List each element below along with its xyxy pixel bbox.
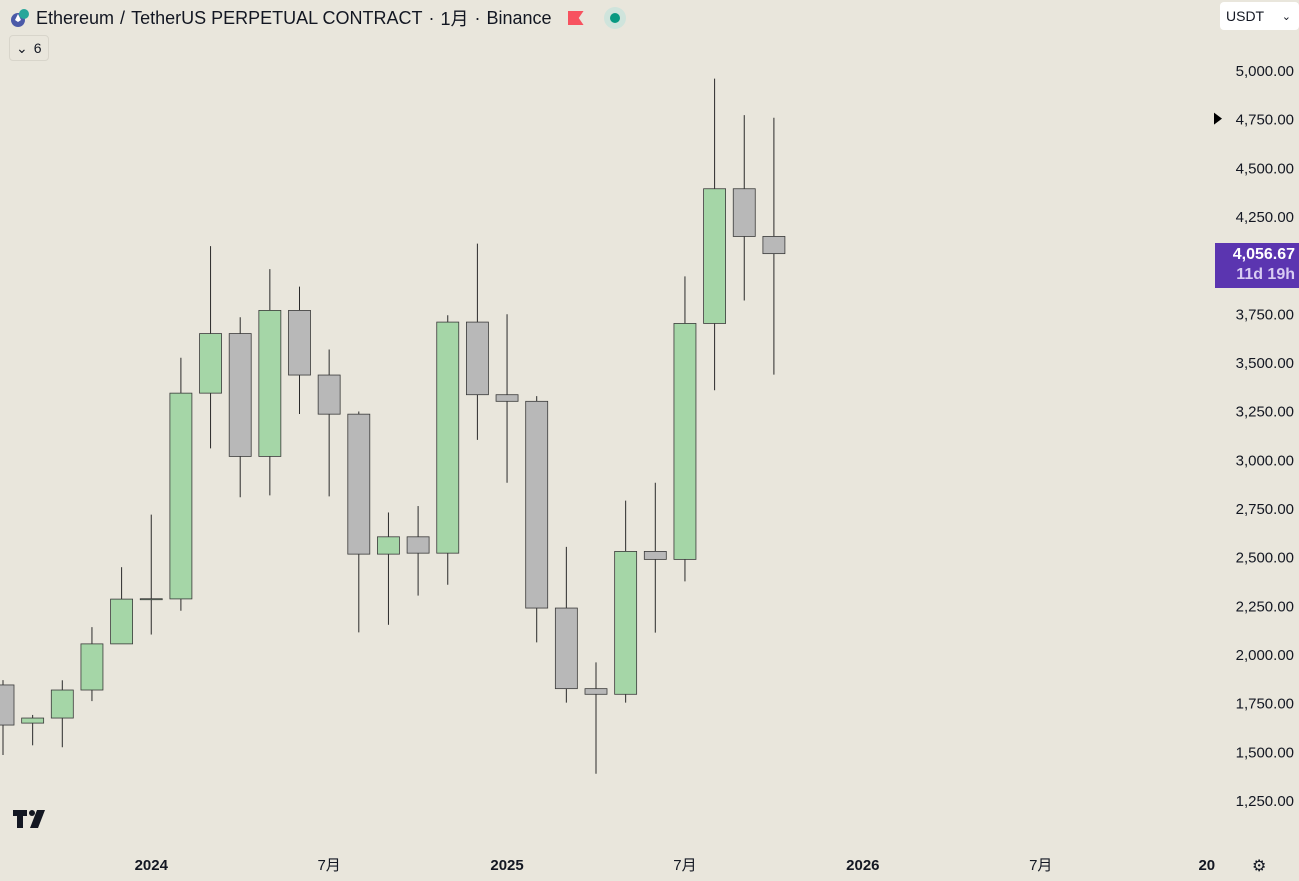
candle-body	[436, 321, 460, 554]
x-tick-label: 20	[1198, 857, 1215, 874]
exchange: Binance	[486, 7, 552, 28]
y-tick-label: 4,250.00	[1236, 209, 1294, 226]
candle-body	[377, 536, 400, 555]
settings-gear-icon[interactable]: ⚙	[1252, 858, 1267, 875]
candle-body	[228, 333, 252, 457]
candle-body	[288, 310, 311, 376]
market-status-icon[interactable]	[603, 7, 626, 29]
candle-body	[258, 310, 282, 457]
chevron-down-icon: ⌄	[1281, 10, 1291, 23]
currency-select[interactable]: USDT ⌄	[1220, 2, 1299, 30]
y-tick-label: 2,000.00	[1236, 647, 1294, 664]
candle-body	[762, 236, 786, 255]
ethereum-logo-icon	[10, 8, 30, 28]
candle-body	[673, 323, 697, 560]
candle-body	[584, 688, 608, 695]
y-tick-label: 3,000.00	[1236, 452, 1294, 469]
candle-body	[347, 413, 371, 555]
y-tick-label: 1,750.00	[1236, 696, 1294, 713]
candle-body	[554, 607, 578, 690]
y-tick-label: 4,750.00	[1236, 112, 1294, 129]
last-price: 4,056.67	[1232, 246, 1295, 263]
candle-body	[21, 717, 45, 724]
chevron-down-icon: ⌄	[16, 39, 28, 56]
currency-value: USDT	[1226, 8, 1265, 24]
dot-separator: ·	[474, 7, 481, 28]
candle-body	[169, 392, 193, 600]
x-tick-label: 7月	[673, 857, 696, 874]
candle-body	[199, 333, 222, 394]
candle-body	[139, 598, 163, 601]
y-tick-label: 2,500.00	[1236, 550, 1294, 567]
candle-body	[317, 374, 341, 415]
y-tick-label: 1,500.00	[1236, 744, 1294, 761]
y-tick-label: 1,250.00	[1236, 793, 1294, 810]
y-tick-label: 3,500.00	[1236, 355, 1294, 372]
candle-body	[50, 689, 74, 719]
candle-body	[0, 684, 15, 726]
candle-body	[465, 321, 489, 396]
x-tick-label: 7月	[317, 857, 340, 874]
y-tick-label: 2,250.00	[1236, 598, 1294, 615]
x-tick-label: 2026	[846, 857, 879, 874]
candle-body	[643, 551, 667, 560]
indicators-toggle-button[interactable]: ⌄ 6	[9, 35, 49, 61]
y-tick-label: 5,000.00	[1236, 63, 1294, 80]
y-tick-label: 2,750.00	[1236, 501, 1294, 518]
y-tick-label: 4,500.00	[1236, 160, 1294, 177]
flag-icon[interactable]	[567, 11, 584, 25]
y-tick-label: 3,250.00	[1236, 404, 1294, 421]
x-tick-label: 2025	[490, 857, 523, 874]
candle-body	[525, 400, 549, 609]
bar-countdown: 11d 19h	[1236, 266, 1295, 283]
candle-body	[495, 394, 519, 402]
x-tick-label: 2024	[135, 857, 169, 874]
candle-body	[110, 598, 133, 645]
chart-header: Ethereum / TetherUS PERPETUAL CONTRACT ·…	[10, 5, 626, 31]
indicator-count: 6	[33, 40, 42, 56]
candle-body	[732, 188, 756, 237]
interval[interactable]: 1月	[440, 9, 469, 29]
symbol-name[interactable]: Ethereum	[36, 7, 115, 28]
tradingview-logo-icon[interactable]	[13, 808, 51, 834]
separator: /	[120, 7, 126, 28]
quote-name: TetherUS PERPETUAL CONTRACT	[131, 7, 423, 28]
last-price-label: 4,056.67 11d 19h	[1215, 243, 1299, 288]
candle-body	[406, 536, 430, 554]
x-tick-label: 7月	[1029, 857, 1052, 874]
candle-body	[614, 551, 638, 695]
candle-body	[80, 643, 104, 691]
candle-body	[703, 188, 726, 324]
y-tick-label: 3,750.00	[1236, 306, 1294, 323]
dot-separator: ·	[428, 7, 435, 28]
price-marker-icon	[1214, 112, 1222, 125]
